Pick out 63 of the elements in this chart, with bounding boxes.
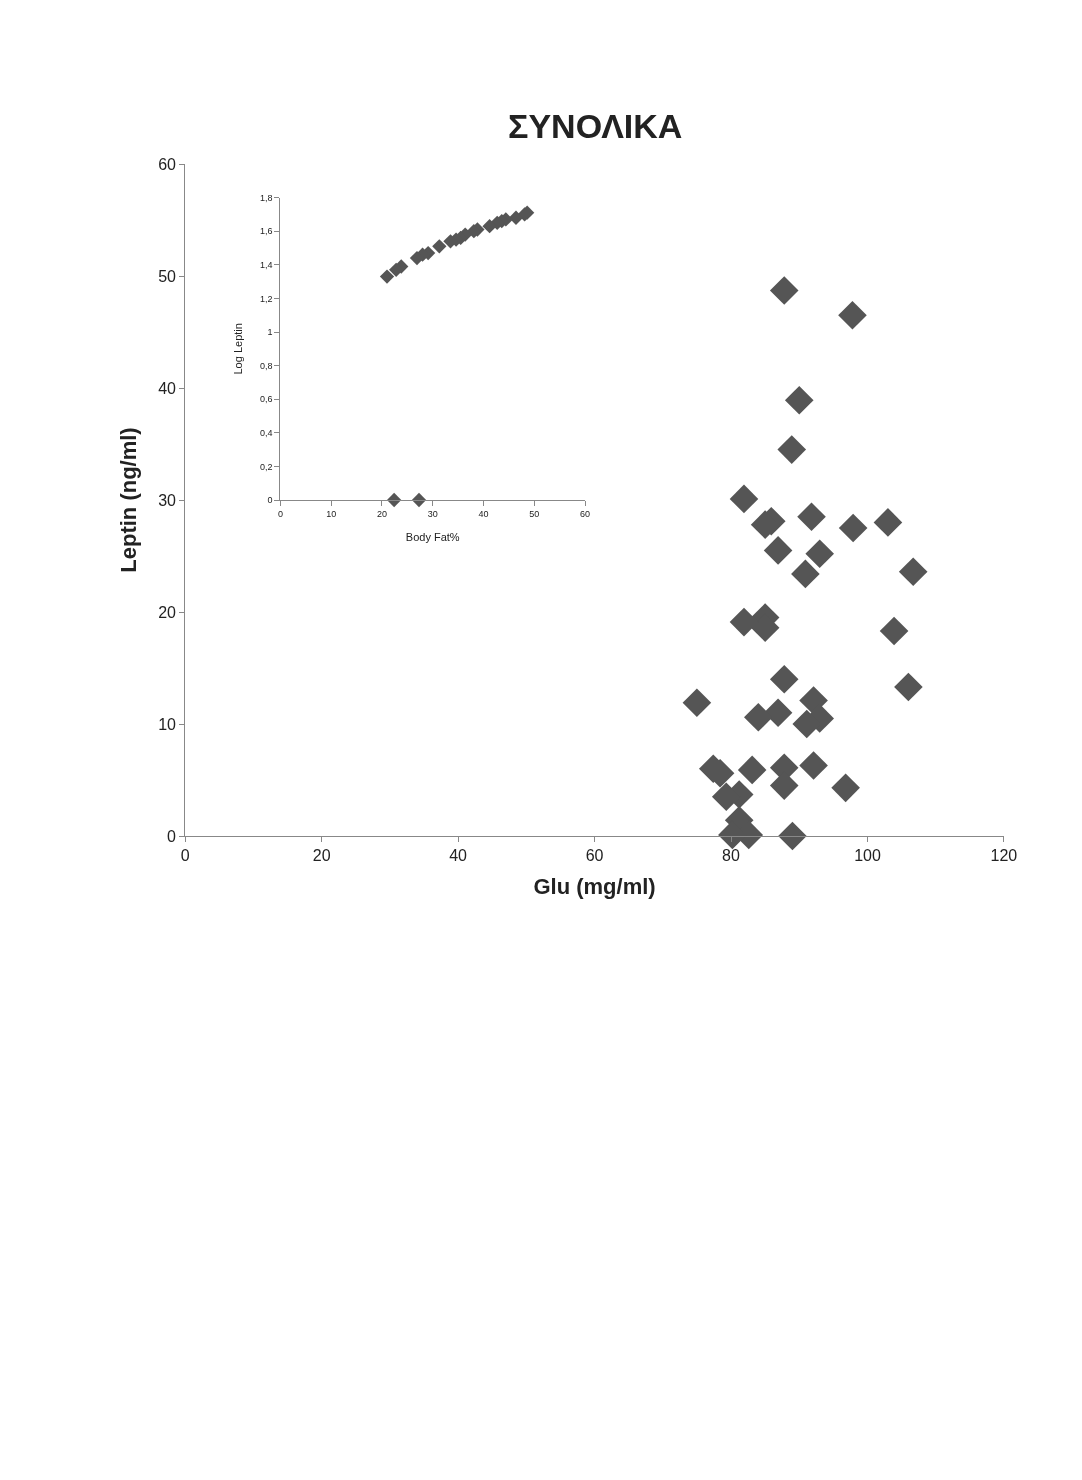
point (769, 664, 799, 694)
point (784, 386, 814, 415)
point (508, 210, 524, 225)
x-tick-label: 60 (580, 508, 591, 519)
y-tick-label: 1 (267, 327, 273, 338)
y-tick-label: 50 (158, 267, 177, 285)
point (432, 239, 447, 254)
point (777, 435, 807, 464)
x-tick-label: 100 (854, 847, 881, 865)
y-tick-label: 0 (167, 827, 177, 845)
point (482, 219, 497, 234)
point (838, 513, 868, 543)
point (682, 688, 712, 718)
x-tick-label: 40 (449, 847, 468, 865)
point (769, 276, 799, 305)
x-tick-label: 0 (277, 508, 283, 519)
chart-title: ΣΥΝΟΛΙΚΑ (508, 107, 683, 145)
point (744, 702, 773, 732)
point (411, 492, 427, 508)
y-tick-label: 60 (158, 155, 177, 173)
y-tick-label: 0,6 (260, 394, 273, 405)
x-tick-label: 50 (529, 508, 540, 519)
point (729, 607, 759, 637)
y-axis-title: Log Leptin (231, 323, 244, 375)
point (729, 484, 759, 514)
y-tick-label: 20 (158, 603, 177, 621)
point (873, 508, 903, 537)
y-tick-label: 0,4 (260, 427, 273, 438)
x-tick-label: 120 (990, 847, 1018, 865)
x-tick-label: 20 (312, 847, 331, 865)
x-tick-label: 80 (722, 847, 741, 865)
point (805, 539, 835, 569)
y-tick-label: 0,8 (260, 360, 273, 371)
point (797, 502, 826, 532)
point (763, 536, 793, 565)
point (763, 698, 793, 728)
point (799, 751, 828, 780)
x-tick-label: 10 (326, 508, 337, 519)
x-tick-label: 20 (376, 508, 387, 519)
x-tick-label: 60 (585, 847, 604, 865)
y-tick-label: 1,6 (260, 226, 273, 237)
y-tick-label: 1,2 (260, 293, 273, 304)
point (791, 559, 820, 589)
y-tick-label: 0,2 (260, 461, 273, 472)
y-tick-label: 0 (267, 495, 273, 506)
y-tick-label: 10 (158, 715, 177, 733)
point (831, 773, 860, 803)
x-tick-label: 30 (427, 508, 438, 519)
point (894, 672, 923, 702)
point (838, 300, 867, 330)
x-tick-label: 0 (180, 847, 190, 865)
point (879, 616, 909, 646)
y-tick-label: 1,4 (260, 259, 273, 270)
point (386, 492, 402, 508)
x-tick-label: 40 (478, 508, 489, 519)
y-tick-label: 1,8 (260, 192, 273, 203)
y-tick-label: 40 (158, 379, 177, 397)
x-axis-title: Body Fat% (405, 531, 460, 543)
point (379, 269, 395, 284)
point (737, 755, 767, 785)
y-axis-title: Leptin (ng/ml) (116, 427, 141, 573)
x-axis-title: Glu (mg/ml) (533, 874, 656, 900)
point (898, 557, 928, 586)
